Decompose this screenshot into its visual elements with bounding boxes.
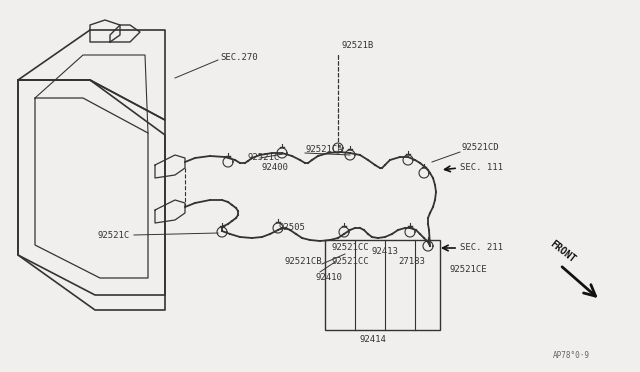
Text: FRONT: FRONT [548, 239, 577, 265]
Text: 92521C: 92521C [98, 231, 130, 240]
Text: 92413: 92413 [372, 247, 399, 257]
Text: 92521CC: 92521CC [332, 244, 370, 253]
Text: 92521CD: 92521CD [462, 144, 500, 153]
Text: AP78°0·9: AP78°0·9 [553, 350, 590, 359]
Text: SEC. 111: SEC. 111 [460, 164, 503, 173]
Text: SEC.270: SEC.270 [220, 54, 258, 62]
Text: 92521B: 92521B [342, 41, 374, 49]
Text: 92521CE: 92521CE [450, 266, 488, 275]
Text: 92505: 92505 [278, 224, 305, 232]
Text: 92400: 92400 [262, 164, 289, 173]
Text: 92410: 92410 [315, 273, 342, 282]
Text: 92521CB: 92521CB [284, 257, 322, 266]
Bar [325, 240, 440, 330]
Text: 92521CA: 92521CA [305, 145, 342, 154]
Text: 27183: 27183 [398, 257, 425, 266]
Text: SEC. 211: SEC. 211 [460, 244, 503, 253]
Text: 92414: 92414 [360, 336, 387, 344]
Text: 92521C: 92521C [248, 154, 280, 163]
Text: 92521CC: 92521CC [332, 257, 370, 266]
